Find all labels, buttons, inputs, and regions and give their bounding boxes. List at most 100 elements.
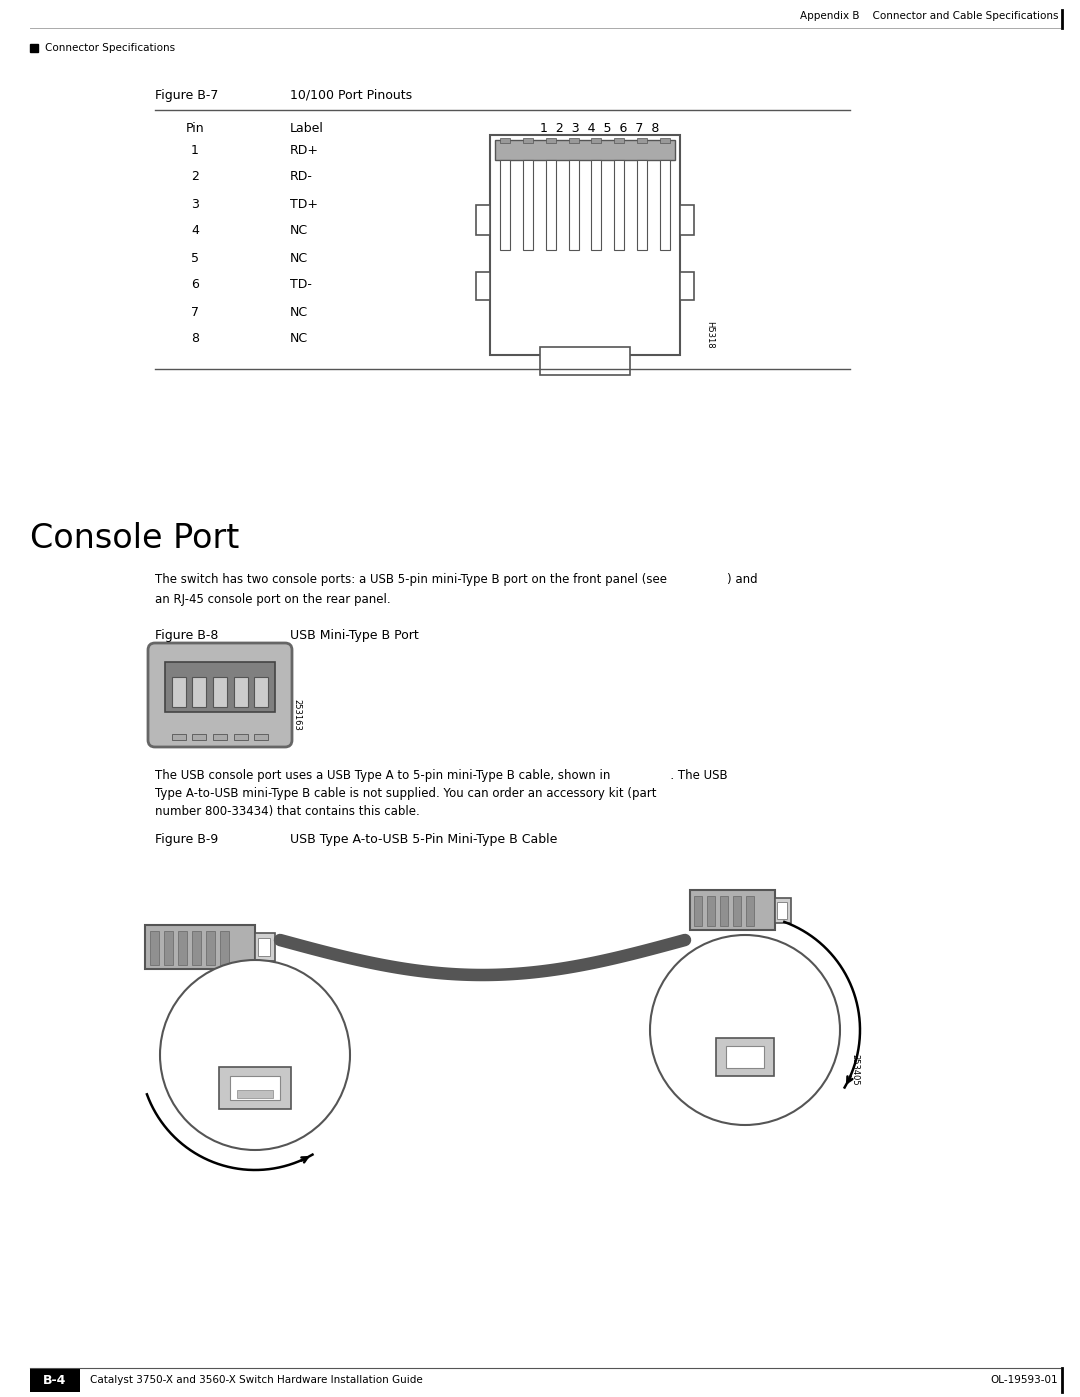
Bar [726, 1046, 764, 1067]
Text: 8: 8 [191, 332, 199, 345]
Circle shape [650, 935, 840, 1125]
Bar [233, 733, 247, 740]
Bar [568, 161, 579, 250]
Text: NC: NC [291, 251, 308, 264]
Bar [172, 733, 186, 740]
Bar [592, 161, 602, 250]
Text: The switch has two console ports: a USB 5-pin mini-Type B port on the front pane: The switch has two console ports: a USB … [156, 574, 758, 587]
Text: 3: 3 [191, 197, 199, 211]
Text: 7: 7 [191, 306, 199, 319]
Bar [476, 272, 490, 300]
Bar [192, 733, 206, 740]
Text: The USB console port uses a USB Type A to 5-pin mini-Type B cable, shown in     : The USB console port uses a USB Type A t… [156, 768, 728, 781]
Text: an RJ-45 console port on the rear panel.: an RJ-45 console port on the rear panel. [156, 594, 391, 606]
Bar [500, 138, 510, 142]
FancyBboxPatch shape [148, 643, 292, 747]
Text: USB Type A-to-USB 5-Pin Mini-Type B Cable: USB Type A-to-USB 5-Pin Mini-Type B Cabl… [291, 834, 557, 847]
Bar [254, 733, 268, 740]
Bar [777, 901, 787, 918]
Text: NC: NC [291, 332, 308, 345]
Text: 10/100 Port Pinouts: 10/100 Port Pinouts [291, 88, 413, 102]
Text: Figure B-8: Figure B-8 [156, 629, 218, 641]
Text: 2: 2 [191, 170, 199, 183]
Bar [680, 205, 694, 235]
Circle shape [160, 960, 350, 1150]
Bar [568, 138, 579, 142]
Text: 253405: 253405 [851, 1055, 860, 1085]
Bar [255, 933, 275, 961]
Bar [220, 930, 229, 965]
Bar [495, 140, 675, 161]
Bar [213, 733, 227, 740]
Bar [690, 890, 775, 930]
Bar [178, 930, 187, 965]
Text: Type A-to-USB mini-Type B cable is not supplied. You can order an accessory kit : Type A-to-USB mini-Type B cable is not s… [156, 787, 657, 799]
Bar [233, 678, 247, 707]
Bar [230, 1076, 280, 1099]
Bar [660, 138, 670, 142]
Bar [476, 205, 490, 235]
Text: Figure B-9: Figure B-9 [156, 834, 218, 847]
Bar [720, 895, 728, 926]
Bar [165, 662, 275, 712]
Bar [258, 937, 270, 956]
Bar [545, 161, 556, 250]
Text: Label: Label [291, 122, 324, 134]
Bar [680, 272, 694, 300]
Bar [500, 161, 510, 250]
Text: number 800-33434) that contains this cable.: number 800-33434) that contains this cab… [156, 805, 420, 817]
Bar [192, 678, 206, 707]
Text: Figure B-7: Figure B-7 [156, 88, 218, 102]
Bar [30, 43, 38, 52]
Bar [213, 678, 227, 707]
Text: 4: 4 [191, 225, 199, 237]
Bar [206, 930, 215, 965]
Text: 1  2  3  4  5  6  7  8: 1 2 3 4 5 6 7 8 [540, 122, 660, 134]
Bar [30, 1368, 80, 1391]
Bar [254, 678, 268, 707]
Bar [523, 161, 532, 250]
Bar [694, 895, 702, 926]
Bar [746, 895, 754, 926]
Bar [637, 161, 647, 250]
Bar [192, 930, 201, 965]
Bar [145, 925, 255, 970]
Text: Connector Specifications: Connector Specifications [45, 43, 175, 53]
Text: Pin: Pin [186, 122, 204, 134]
Bar [172, 678, 186, 707]
Bar [490, 136, 680, 355]
Text: 253163: 253163 [293, 698, 301, 731]
Bar [540, 346, 630, 374]
Bar [592, 138, 602, 142]
Text: 1: 1 [191, 144, 199, 156]
Text: TD-: TD- [291, 278, 312, 292]
Bar [660, 161, 670, 250]
Bar [733, 895, 741, 926]
Bar [150, 930, 159, 965]
Text: Catalyst 3750-X and 3560-X Switch Hardware Installation Guide: Catalyst 3750-X and 3560-X Switch Hardwa… [90, 1375, 422, 1384]
Text: 6: 6 [191, 278, 199, 292]
Text: RD-: RD- [291, 170, 313, 183]
Bar [615, 161, 624, 250]
Bar [716, 1038, 774, 1076]
Bar [775, 897, 791, 922]
Bar [707, 895, 715, 926]
Bar [237, 1090, 273, 1098]
Text: Appendix B    Connector and Cable Specifications: Appendix B Connector and Cable Specifica… [799, 11, 1058, 21]
Bar [523, 138, 532, 142]
Text: TD+: TD+ [291, 197, 318, 211]
Bar [164, 930, 173, 965]
Text: NC: NC [291, 306, 308, 319]
Text: RD+: RD+ [291, 144, 319, 156]
Text: NC: NC [291, 225, 308, 237]
Text: 5: 5 [191, 251, 199, 264]
Bar [545, 138, 556, 142]
Text: Console Port: Console Port [30, 521, 240, 555]
Bar [615, 138, 624, 142]
Bar [219, 1067, 291, 1109]
Text: H5318: H5318 [705, 321, 715, 349]
Text: OL-19593-01: OL-19593-01 [990, 1375, 1058, 1384]
Bar [637, 138, 647, 142]
Text: USB Mini-Type B Port: USB Mini-Type B Port [291, 629, 419, 641]
Text: B-4: B-4 [43, 1373, 67, 1386]
